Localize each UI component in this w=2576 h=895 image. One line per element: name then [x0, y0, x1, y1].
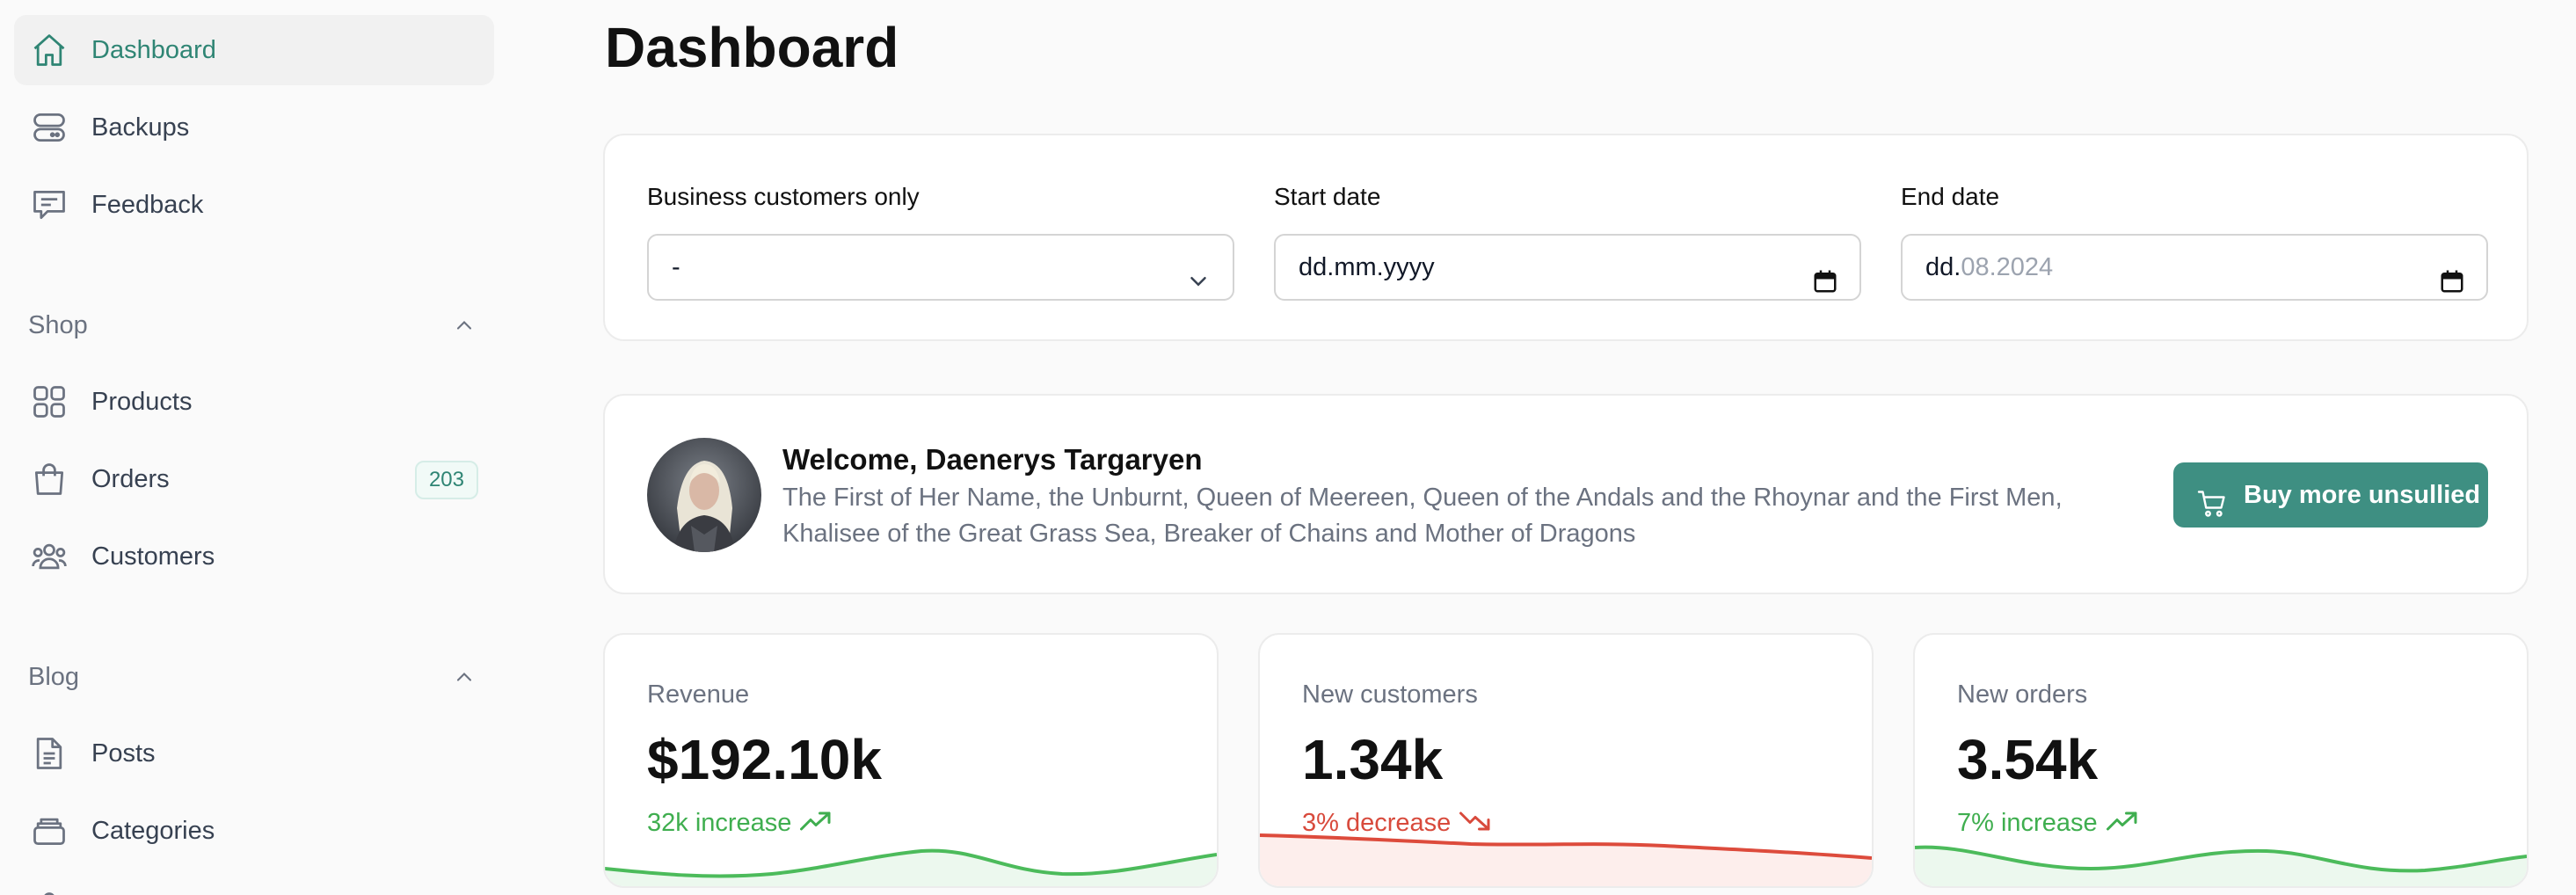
chevron-up-icon	[452, 313, 477, 338]
stat-card-revenue: Revenue $192.10k 32k increase	[603, 633, 1219, 888]
grid-icon	[30, 382, 69, 421]
server-icon	[30, 108, 69, 147]
sidebar-item-label: Customers	[91, 542, 215, 571]
business-customers-field: Business customers only -	[647, 181, 1234, 301]
sidebar-item-label: Orders	[91, 465, 170, 493]
buy-more-unsullied-button[interactable]: Buy more unsullied	[2173, 462, 2488, 528]
field-label: End date	[1901, 183, 2000, 210]
trending-up-icon	[2106, 811, 2137, 831]
filters-card: Business customers only - Start date dd.…	[603, 134, 2529, 341]
sidebar-item-orders[interactable]: Orders 203	[14, 444, 494, 514]
stat-trend-text: 3% decrease	[1302, 809, 1452, 837]
section-title: Blog	[28, 663, 80, 691]
end-date-input[interactable]: dd.08.2024	[1901, 234, 2488, 301]
sidebar-item-customers[interactable]: Customers	[14, 521, 494, 592]
business-customers-select[interactable]: -	[647, 234, 1234, 301]
sidebar-item-posts[interactable]: Posts	[14, 718, 494, 789]
stat-trend: 7% increase	[1957, 807, 2138, 839]
stat-label: Revenue	[647, 680, 750, 709]
sidebar-item-label: Backups	[91, 113, 190, 142]
orders-count-badge: 203	[414, 461, 478, 499]
sidebar-item-backups[interactable]: Backups	[14, 92, 494, 163]
shopping-cart-icon	[2196, 479, 2228, 517]
sidebar-item-label: Posts	[91, 739, 156, 768]
stat-trend-text: 32k increase	[647, 809, 792, 837]
calendar-icon[interactable]	[1812, 255, 1838, 293]
sidebar-item-label: Categories	[91, 817, 215, 845]
sidebar-item-label: Dashboard	[91, 36, 216, 64]
welcome-description: The First of Her Name, the Unburnt, Quee…	[782, 484, 2063, 548]
stat-label: New orders	[1957, 680, 2088, 709]
tag-icon	[30, 889, 69, 895]
stat-value: $192.10k	[647, 728, 882, 791]
sidebar-item-partial[interactable]	[14, 873, 494, 895]
section-title: Shop	[28, 311, 88, 339]
trending-up-icon	[800, 811, 831, 831]
stat-card-new-orders: New orders 3.54k 7% increase	[1913, 633, 2529, 888]
shopping-bag-icon	[30, 460, 69, 498]
chevron-up-icon	[452, 665, 477, 689]
start-date-input[interactable]: dd.mm.yyyy	[1274, 234, 1861, 301]
sidebar-item-feedback[interactable]: Feedback	[14, 170, 494, 240]
sidebar-item-label: Products	[91, 388, 193, 416]
button-label: Buy more unsullied	[2244, 481, 2481, 509]
section-blog-toggle[interactable]: Blog	[28, 655, 477, 699]
chevron-down-icon	[1185, 255, 1212, 287]
field-label: Start date	[1274, 183, 1381, 210]
trending-down-icon	[1459, 811, 1490, 831]
welcome-card: Welcome, Daenerys Targaryen The First of…	[603, 394, 2529, 594]
new-orders-sparkline	[1915, 845, 2527, 886]
stat-card-new-customers: New customers 1.34k 3% decrease	[1258, 633, 1874, 888]
end-date-field: End date dd.08.2024	[1901, 181, 2488, 301]
field-label: Business customers only	[647, 183, 920, 210]
chat-icon	[30, 186, 69, 224]
calendar-icon[interactable]	[2439, 255, 2465, 293]
stat-trend: 32k increase	[647, 807, 832, 839]
stat-value: 1.34k	[1302, 728, 1444, 791]
sidebar-item-label: Feedback	[91, 191, 204, 219]
new-customers-sparkline	[1260, 833, 1872, 886]
stat-trend-text: 7% increase	[1957, 809, 2098, 837]
sidebar: Dashboard Backups Feedback Shop Products…	[0, 0, 510, 895]
welcome-title: Welcome, Daenerys Targaryen	[782, 443, 1203, 476]
sidebar-item-categories[interactable]: Categories	[14, 796, 494, 866]
stat-label: New customers	[1302, 680, 1478, 709]
stat-value: 3.54k	[1957, 728, 2099, 791]
date-value-day: dd.	[1925, 253, 1961, 281]
date-value-rest: 08.2024	[1961, 253, 2054, 281]
avatar	[647, 438, 761, 552]
revenue-sparkline	[605, 848, 1217, 886]
sidebar-item-products[interactable]: Products	[14, 367, 494, 437]
select-value: -	[672, 253, 680, 281]
home-icon	[30, 31, 69, 69]
page-title: Dashboard	[605, 16, 899, 79]
date-value: dd.mm.yyyy	[1299, 253, 1435, 281]
document-icon	[30, 734, 69, 773]
start-date-field: Start date dd.mm.yyyy	[1274, 181, 1861, 301]
users-icon	[30, 537, 69, 576]
stat-trend: 3% decrease	[1302, 807, 1491, 839]
section-shop-toggle[interactable]: Shop	[28, 303, 477, 347]
folder-stack-icon	[30, 811, 69, 850]
sidebar-item-dashboard[interactable]: Dashboard	[14, 15, 494, 85]
